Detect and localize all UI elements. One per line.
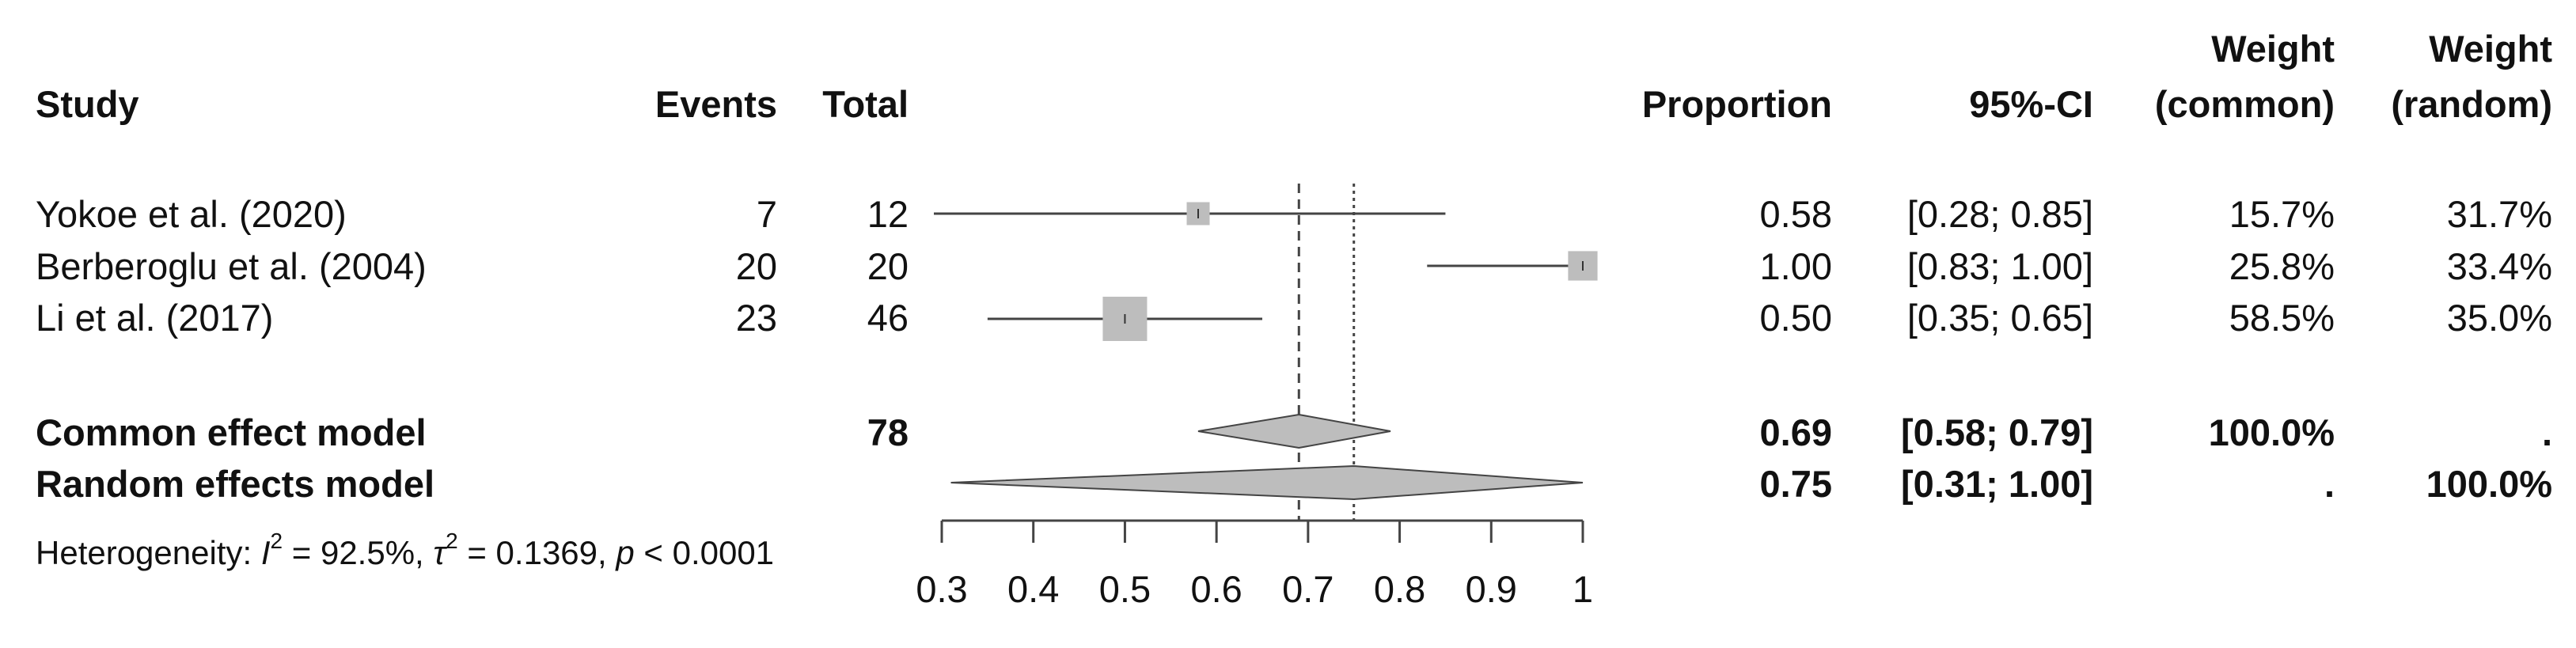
table-header: Study Events Total Proportion 95%-CI Wei… (36, 28, 2552, 125)
common-effect-ci: [0.58; 0.79] (1901, 411, 2093, 453)
random-effects-weight-common: . (2324, 463, 2335, 505)
random-effects-label: Random effects model (36, 463, 434, 505)
header-weight-random-line1: Weight (2429, 28, 2552, 70)
x-axis-tick-label: 0.3 (916, 568, 967, 610)
study-proportion: 1.00 (1760, 245, 1832, 287)
x-axis-tick-label: 0.5 (1099, 568, 1151, 610)
study-events: 7 (757, 193, 777, 235)
study-weight-common: 15.7% (2229, 193, 2335, 235)
header-weight-common-line2: (common) (2155, 83, 2335, 125)
study-events: 20 (736, 245, 777, 287)
study-name: Berberoglu et al. (2004) (36, 245, 427, 287)
study-weight-random: 33.4% (2447, 245, 2552, 287)
x-axis-tick-label: 0.4 (1007, 568, 1059, 610)
header-events: Events (655, 83, 777, 125)
common-effect-row: Common effect model 78 0.69 [0.58; 0.79]… (36, 411, 2552, 453)
common-effect-total: 78 (867, 411, 909, 453)
common-effect-label: Common effect model (36, 411, 427, 453)
header-ci: 95%-CI (1969, 83, 2093, 125)
header-weight-common-line1: Weight (2211, 28, 2335, 70)
random-effects-row: Random effects model 0.75 [0.31; 1.00] .… (36, 463, 2552, 505)
random-effects-weight-random: 100.0% (2426, 463, 2552, 505)
common-effect-proportion: 0.69 (1760, 411, 1832, 453)
study-ci: [0.35; 0.65] (1907, 297, 2093, 339)
study-events: 23 (736, 297, 777, 339)
study-row: Berberoglu et al. (2004) 20 20 1.00 [0.8… (36, 245, 2552, 287)
study-total: 12 (867, 193, 909, 235)
x-axis-tick-label: 0.7 (1282, 568, 1334, 610)
header-study: Study (36, 83, 139, 125)
x-axis-tick-label: 0.9 (1466, 568, 1517, 610)
study-ci: [0.28; 0.85] (1907, 193, 2093, 235)
x-axis-tick-label: 0.6 (1190, 568, 1242, 610)
study-proportion: 0.50 (1760, 297, 1832, 339)
study-weight-common: 25.8% (2229, 245, 2335, 287)
plot-area: 0.3 0.4 0.5 0.6 0.7 0.8 0.9 1 (916, 184, 1598, 610)
header-proportion: Proportion (1642, 83, 1832, 125)
heterogeneity-text: Heterogeneity: I2 = 92.5%, τ2 = 0.1369, … (36, 529, 774, 571)
study-weight-random: 31.7% (2447, 193, 2552, 235)
x-axis-tick-label: 1 (1573, 568, 1593, 610)
common-effect-diamond (1197, 413, 1391, 449)
header-weight-random-line2: (random) (2391, 83, 2552, 125)
study-total: 20 (867, 245, 909, 287)
study-ci: [0.83; 1.00] (1907, 245, 2093, 287)
study-row: Li et al. (2017) 23 46 0.50 [0.35; 0.65]… (36, 297, 2552, 339)
random-effects-ci: [0.31; 1.00] (1901, 463, 2093, 505)
study-total: 46 (867, 297, 909, 339)
random-effects-proportion: 0.75 (1760, 463, 1832, 505)
common-effect-weight-common: 100.0% (2209, 411, 2335, 453)
random-effects-diamond (950, 464, 1584, 501)
header-total: Total (822, 83, 909, 125)
x-axis-tick-label: 0.8 (1374, 568, 1425, 610)
study-weight-random: 35.0% (2447, 297, 2552, 339)
study-name: Li et al. (2017) (36, 297, 273, 339)
common-effect-weight-random: . (2542, 411, 2552, 453)
study-proportion: 0.58 (1760, 193, 1832, 235)
study-weight-common: 58.5% (2229, 297, 2335, 339)
study-name: Yokoe et al. (2020) (36, 193, 347, 235)
study-row: Yokoe et al. (2020) 7 12 0.58 [0.28; 0.8… (36, 193, 2552, 235)
